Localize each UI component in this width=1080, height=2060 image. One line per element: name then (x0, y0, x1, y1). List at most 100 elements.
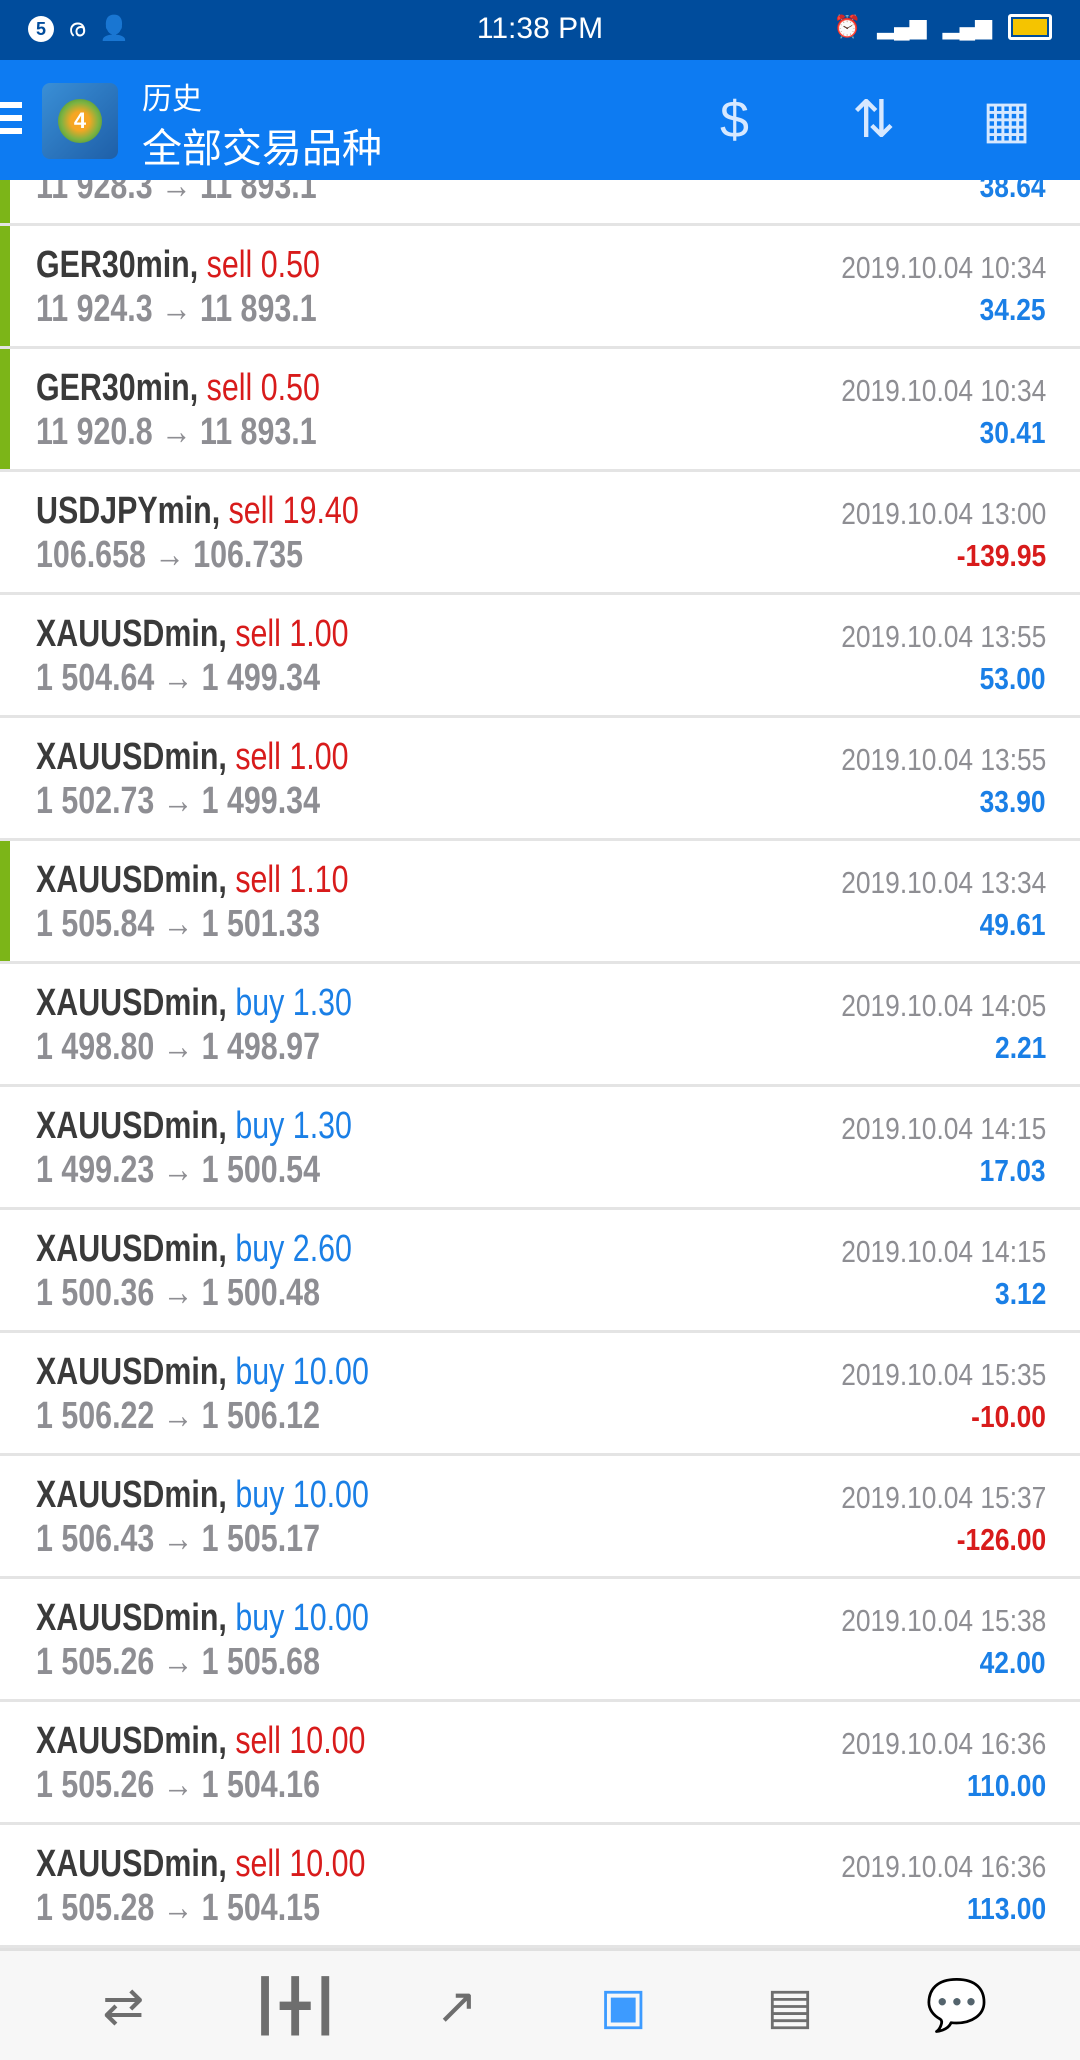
trade-title: GER30min, sell 0.50 (36, 244, 320, 287)
price-range: 1 498.80 → 1 498.97 (36, 1026, 320, 1069)
symbol-filter[interactable]: 全部交易品种 (142, 127, 382, 171)
arrow-icon: → (162, 1764, 194, 1806)
open-price: 11 924.3 (36, 288, 153, 330)
trade-row[interactable]: XAUUSDmin, buy 10.00 1 506.43 → 1 505.17 2… (0, 1456, 1080, 1579)
symbol: GER30min, (36, 367, 199, 409)
arrow-icon: → (162, 1149, 194, 1191)
trade-row[interactable]: XAUUSDmin, buy 10.00 1 506.22 → 1 506.12 2… (0, 1333, 1080, 1456)
profit: -10.00 (971, 1399, 1046, 1434)
trade-row[interactable]: XAUUSDmin, buy 10.00 1 505.26 → 1 505.68 2… (0, 1579, 1080, 1702)
volume: 10.00 (289, 1843, 366, 1885)
open-price: 1 504.64 (36, 657, 155, 699)
trade-time: 2019.10.04 13:00 (840, 496, 1046, 531)
trade-history-list[interactable]: GER30min, sell 0.50 11 928.3 → 11 893.1 20… (0, 180, 1080, 1948)
trade-row[interactable]: GER30min, sell 0.50 11 920.8 → 11 893.1 20… (0, 349, 1080, 472)
clock: 11:38 PM (476, 12, 604, 45)
profit: 3.12 (994, 1276, 1046, 1311)
close-price: 1 499.34 (201, 657, 320, 699)
symbol: XAUUSDmin, (36, 1105, 227, 1147)
profit: -139.95 (956, 538, 1046, 573)
close-price: 1 505.17 (201, 1518, 320, 1560)
menu-icon[interactable] (0, 102, 22, 141)
volume: 10.00 (292, 1597, 369, 1639)
trade-type: sell (235, 1720, 281, 1762)
price-range: 1 500.36 → 1 500.48 (36, 1272, 320, 1315)
close-price: 106.735 (193, 534, 304, 576)
symbol: XAUUSDmin, (36, 736, 227, 778)
symbol: XAUUSDmin, (36, 1597, 227, 1639)
symbol: XAUUSDmin, (36, 1843, 227, 1885)
trade-row[interactable]: XAUUSDmin, buy 2.60 1 500.36 → 1 500.48 20… (0, 1210, 1080, 1333)
trade-title: XAUUSDmin, sell 10.00 (36, 1843, 365, 1886)
trade-row[interactable]: USDJPYmin, sell 19.40 106.658 → 106.735 20… (0, 472, 1080, 595)
close-price: 1 500.54 (201, 1149, 320, 1191)
history-icon[interactable]: ▣ (599, 1977, 647, 2034)
trade-time: 2019.10.04 14:15 (840, 1111, 1046, 1146)
trade-type: sell (206, 367, 253, 409)
notification-count-badge: 5 (28, 15, 54, 42)
marker-bar (0, 226, 10, 346)
sort-icon[interactable]: ⇅ (852, 91, 896, 149)
trade-title: XAUUSDmin, buy 1.30 (36, 1105, 352, 1148)
trade-title: XAUUSDmin, sell 1.10 (36, 859, 349, 902)
trade-row[interactable]: XAUUSDmin, sell 10.00 1 505.28 → 1 504.15… (0, 1825, 1080, 1948)
open-price: 1 506.43 (36, 1518, 155, 1560)
app-header: 4 历史 全部交易品种 $ ⇅ ▦ (0, 60, 1080, 180)
open-price: 11 928.3 (36, 180, 153, 207)
profit: -126.00 (956, 1522, 1046, 1557)
close-price: 1 499.34 (201, 780, 320, 822)
marker-bar (0, 349, 10, 469)
marker-bar (0, 841, 10, 961)
arrow-icon: → (162, 1026, 194, 1068)
open-price: 1 505.28 (36, 1887, 155, 1929)
close-price: 11 893.1 (199, 411, 317, 453)
trade-row[interactable]: XAUUSDmin, sell 1.00 1 502.73 → 1 499.34 2… (0, 718, 1080, 841)
bottom-nav: ⇄ ┃╋┃ ↗ ▣ ▤ 💬 (0, 1948, 1080, 2060)
trade-icon[interactable]: ↗ (435, 1977, 478, 2034)
profit: 53.00 (980, 661, 1046, 696)
open-price: 1 505.26 (36, 1641, 155, 1683)
volume: 1.30 (292, 982, 352, 1024)
trade-time: 2019.10.04 14:05 (840, 988, 1046, 1023)
trade-row[interactable]: XAUUSDmin, buy 1.30 1 498.80 → 1 498.97 20… (0, 964, 1080, 1087)
price-range: 1 505.28 → 1 504.15 (36, 1887, 320, 1930)
trade-title: XAUUSDmin, buy 10.00 (36, 1351, 369, 1394)
mt4-logo[interactable]: 4 (42, 83, 118, 159)
volume: 1.30 (292, 1105, 352, 1147)
close-price: 11 893.1 (199, 288, 317, 330)
arrow-icon: → (154, 534, 185, 576)
close-price: 1 505.68 (201, 1641, 320, 1683)
arrow-icon: → (162, 657, 194, 699)
volume: 1.00 (289, 613, 349, 655)
trade-row[interactable]: GER30min, sell 0.50 11 924.3 → 11 893.1 20… (0, 226, 1080, 349)
volume: 0.50 (260, 367, 320, 409)
profit: 42.00 (980, 1645, 1046, 1680)
close-price: 1 504.15 (201, 1887, 320, 1929)
volume: 19.40 (282, 490, 359, 532)
trade-time: 2019.10.04 16:36 (840, 1849, 1046, 1884)
calendar-icon[interactable]: ▦ (982, 91, 1032, 149)
trade-time: 2019.10.04 13:34 (840, 865, 1046, 900)
link-icon: ര (68, 14, 86, 42)
price-range: 11 924.3 → 11 893.1 (36, 288, 317, 331)
battery-icon (1008, 14, 1052, 40)
close-price: 1 501.33 (201, 903, 320, 945)
trade-time: 2019.10.04 13:55 (840, 742, 1046, 777)
volume: 10.00 (292, 1474, 369, 1516)
chart-icon[interactable]: ┃╋┃ (249, 1977, 341, 2034)
trade-row[interactable]: XAUUSDmin, sell 1.00 1 504.64 → 1 499.34 2… (0, 595, 1080, 718)
trade-row[interactable]: XAUUSDmin, sell 1.10 1 505.84 → 1 501.33 2… (0, 841, 1080, 964)
trade-type: buy (235, 1474, 285, 1516)
status-bar: 5 ര 👤 11:38 PM ⏰ ▂▄▆ ▂▄▆ (0, 0, 1080, 60)
chat-icon[interactable]: 💬 (925, 1977, 988, 2033)
trade-row[interactable]: XAUUSDmin, buy 1.30 1 499.23 → 1 500.54 20… (0, 1087, 1080, 1210)
trade-title: XAUUSDmin, buy 2.60 (36, 1228, 352, 1271)
trade-time: 2019.10.04 14:15 (840, 1234, 1046, 1269)
quotes-icon[interactable]: ⇄ (102, 1977, 145, 2034)
deposit-withdraw-icon[interactable]: $ (720, 91, 749, 149)
profit: 113.00 (966, 1891, 1046, 1926)
trade-row[interactable]: XAUUSDmin, sell 10.00 1 505.26 → 1 504.16… (0, 1702, 1080, 1825)
news-icon[interactable]: ▤ (766, 1977, 814, 2034)
price-range: 1 506.43 → 1 505.17 (36, 1518, 320, 1561)
